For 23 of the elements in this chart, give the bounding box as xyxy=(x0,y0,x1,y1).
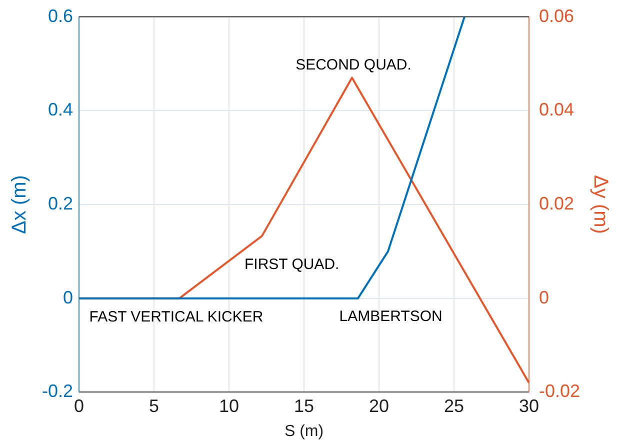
annotation: FIRST QUAD. xyxy=(244,256,340,274)
x-tick-label: 10 xyxy=(218,396,240,416)
y2-tick-label: 0.02 xyxy=(538,193,574,214)
y-tick-label: 0.6 xyxy=(48,6,74,26)
y2-tick-label: -0.02 xyxy=(538,381,580,402)
y-tick-label: 0 xyxy=(63,287,74,308)
x-tick-label: 5 xyxy=(149,396,160,416)
y2-axis-title: Δy (m) xyxy=(589,175,612,234)
y2-tick-label: 0.06 xyxy=(538,6,574,26)
x-tick-label: 30 xyxy=(518,396,539,416)
y2-tick-label: 0.04 xyxy=(538,100,574,120)
y-axis-title: Δx (m) xyxy=(8,175,31,234)
y-tick-label: 0.2 xyxy=(48,193,74,214)
y-tick-label: 0.4 xyxy=(48,100,74,120)
y2-tick-label: 0 xyxy=(538,287,549,308)
x-tick-label: 20 xyxy=(368,396,390,416)
y-tick-label: -0.2 xyxy=(42,381,74,402)
x-tick-label: 25 xyxy=(444,396,464,416)
x-tick-label: 15 xyxy=(294,396,314,416)
x-axis-title: S (m) xyxy=(284,422,324,440)
annotation: SECOND QUAD. xyxy=(296,56,412,74)
annotation: LAMBERTSON xyxy=(339,308,442,325)
annotation: FAST VERTICAL KICKER xyxy=(89,308,264,326)
